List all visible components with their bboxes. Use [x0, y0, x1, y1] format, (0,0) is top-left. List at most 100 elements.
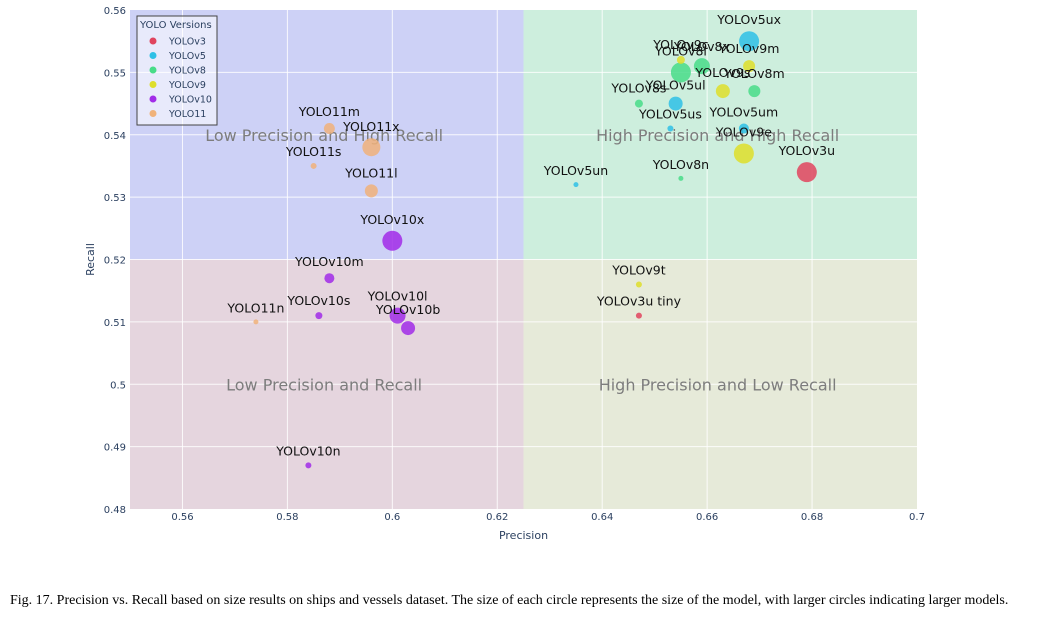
point-label: YOLOv5ul — [645, 78, 706, 93]
marker-yolov9t[interactable] — [635, 281, 642, 288]
marker-yolo11n[interactable] — [253, 319, 259, 325]
point-label: YOLOv8l — [654, 43, 707, 58]
point-label: YOLOv10s — [286, 293, 350, 308]
y-tick-label: 0.51 — [104, 318, 126, 329]
y-tick-label: 0.53 — [104, 193, 126, 204]
legend-label: YOLOv5 — [168, 51, 206, 62]
marker-yolov9s[interactable] — [715, 84, 730, 99]
legend-swatch — [149, 110, 157, 117]
legend-label: YOLOv3 — [168, 37, 206, 48]
grid-lines — [130, 10, 917, 509]
marker-yolov8n[interactable] — [678, 175, 684, 181]
legend-swatch — [149, 95, 157, 103]
marker-yolov10m[interactable] — [324, 273, 335, 284]
y-tick-label: 0.49 — [104, 443, 126, 454]
point-label: YOLOv3u tiny — [596, 294, 682, 309]
legend-item-yolov5[interactable]: YOLOv5 — [149, 51, 206, 62]
marker-yolov8l[interactable] — [670, 62, 691, 83]
point-label: YOLOv8s — [610, 81, 666, 96]
y-tick-label: 0.56 — [104, 6, 126, 17]
legend[interactable]: YOLO Versions YOLOv3YOLOv5YOLOv8YOLOv9YO… — [136, 15, 218, 126]
marker-yolov5um[interactable] — [738, 123, 749, 134]
x-axis-ticks: 0.56 0.58 0.6 0.62 0.64 0.66 0.68 0.7 — [171, 512, 925, 523]
legend-item-yolov3[interactable]: YOLOv3 — [149, 37, 206, 48]
marker-yolo11l[interactable] — [364, 184, 378, 198]
quadrant-labels: Low Precision and High Recall High Precis… — [205, 126, 839, 395]
x-tick-label: 0.64 — [591, 512, 613, 523]
marker-yolov8s[interactable] — [634, 99, 643, 108]
point-label: YOLOv10l — [367, 289, 428, 304]
y-tick-label: 0.5 — [110, 380, 126, 391]
point-label: YOLOv9s — [694, 65, 750, 80]
legend-title: YOLO Versions — [139, 20, 212, 31]
marker-yolov9e[interactable] — [733, 143, 754, 164]
y-tick-label: 0.54 — [104, 131, 126, 142]
marker-yolov3u[interactable] — [796, 162, 817, 183]
point-label: YOLOv5un — [543, 163, 608, 178]
marker-yolov9c[interactable] — [676, 55, 685, 64]
legend-label: YOLO11 — [168, 109, 206, 120]
y-tick-label: 0.48 — [104, 505, 126, 516]
marker-yolov8m[interactable] — [748, 85, 761, 98]
legend-item-yolov10[interactable]: YOLOv10 — [149, 95, 212, 106]
marker-yolov5ux[interactable] — [739, 31, 760, 52]
legend-swatch — [149, 81, 157, 88]
point-label: YOLOv5ux — [716, 12, 781, 27]
y-axis-ticks: 0.48 0.49 0.5 0.51 0.52 0.53 0.54 0.55 0.56 — [104, 6, 126, 516]
marker-yolo11x[interactable] — [362, 138, 381, 157]
marker-yolov9m[interactable] — [743, 60, 756, 73]
marker-yolov3u-tiny[interactable] — [635, 312, 642, 319]
x-tick-label: 0.6 — [384, 512, 400, 523]
legend-label: YOLOv8 — [168, 66, 206, 77]
point-label: YOLOv10b — [375, 302, 440, 317]
point-label: YOLOv8m — [723, 66, 785, 81]
marker-yolov8x[interactable] — [693, 58, 710, 75]
precision-recall-chart: Low Precision and High Recall High Precis… — [84, 6, 925, 542]
point-label: YOLOv3u — [778, 143, 835, 158]
legend-swatch — [149, 66, 157, 74]
point-label: YOLOv10x — [359, 212, 424, 227]
y-axis-title: Recall — [84, 243, 97, 276]
legend-swatch — [149, 37, 157, 45]
legend-swatch — [149, 52, 157, 59]
marker-yolo11s[interactable] — [310, 162, 317, 169]
marker-yolov5us[interactable] — [667, 125, 674, 132]
marker-yolov10n[interactable] — [305, 462, 312, 469]
point-label: YOLOv9m — [718, 41, 780, 56]
point-label: YOLOv9e — [715, 124, 772, 139]
marker-yolov10l[interactable] — [389, 307, 406, 324]
y-tick-label: 0.55 — [104, 68, 126, 79]
legend-item-yolov9[interactable]: YOLOv9 — [149, 80, 206, 91]
marker-yolov10x[interactable] — [382, 230, 403, 251]
point-label: YOLOv5um — [709, 105, 779, 120]
legend-item-yolov8[interactable]: YOLOv8 — [149, 66, 206, 77]
point-label: YOLOv10m — [294, 254, 364, 269]
point-label: YOLOv10n — [275, 443, 340, 458]
point-label: YOLO11l — [344, 165, 398, 180]
marker-yolov10s[interactable] — [315, 312, 323, 320]
quadrant-label: Low Precision and High Recall — [205, 126, 443, 145]
legend-item-yolo11[interactable]: YOLO11 — [149, 109, 207, 120]
marker-yolov5ul[interactable] — [668, 96, 683, 111]
marker-yolov10b[interactable] — [401, 321, 416, 336]
x-tick-label: 0.62 — [486, 512, 508, 523]
x-tick-label: 0.58 — [276, 512, 298, 523]
x-tick-label: 0.66 — [696, 512, 718, 523]
y-tick-label: 0.52 — [104, 256, 126, 267]
x-tick-label: 0.7 — [909, 512, 925, 523]
marker-yolov5un[interactable] — [573, 182, 579, 188]
legend-items[interactable]: YOLOv3 YOLOv5 YOLOv8 YOLOv9 YOLOv10 YOLO11 — [149, 37, 212, 121]
data-markers — [253, 31, 817, 469]
x-tick-label: 0.56 — [171, 512, 193, 523]
quadrant-label: High Precision and High Recall — [596, 126, 839, 145]
marker-yolo11m[interactable] — [323, 123, 335, 135]
point-label: YOLO11m — [298, 104, 360, 119]
point-label: YOLO11n — [226, 300, 284, 315]
point-label: YOLO11x — [342, 119, 399, 134]
legend-label: YOLOv9 — [168, 80, 206, 91]
point-label: YOLOv9c — [652, 37, 708, 52]
figure-caption: Fig. 17. Precision vs. Recall based on s… — [10, 593, 1009, 608]
point-label: YOLO11s — [285, 144, 342, 159]
point-label: YOLOv9t — [611, 262, 665, 277]
